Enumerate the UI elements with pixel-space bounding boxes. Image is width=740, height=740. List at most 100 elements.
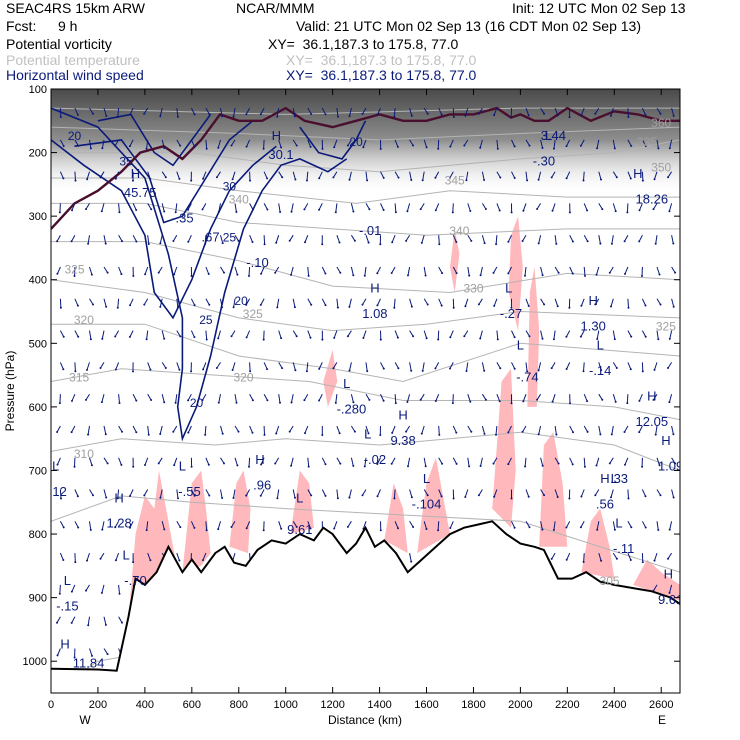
- wind-vector-head: [449, 145, 452, 148]
- wind-vector: [511, 330, 516, 338]
- wind-vector: [101, 521, 105, 530]
- wind-vector: [85, 203, 90, 210]
- x-tick-label: 1600: [414, 699, 438, 711]
- wind-vector-head: [556, 114, 559, 117]
- wind-vector: [220, 298, 223, 308]
- wind-vector-head: [644, 145, 647, 147]
- wind-vector: [176, 489, 179, 499]
- theta-contour-label: 345: [445, 173, 465, 187]
- wind-vector-head: [477, 112, 480, 115]
- extremum-label: .96: [253, 478, 271, 493]
- y-tick-label: 700: [29, 465, 47, 477]
- wind-vector: [218, 394, 221, 403]
- wind-vector-head: [310, 303, 313, 306]
- wind-vector-head: [541, 528, 544, 531]
- wind-vector-head: [217, 337, 220, 340]
- wind-vector-head: [245, 303, 248, 306]
- wind-vector: [507, 425, 512, 433]
- wind-vector: [146, 330, 149, 340]
- wind-vector-head: [73, 656, 76, 659]
- wind-vector-head: [541, 337, 544, 340]
- wind-vector-head: [537, 433, 540, 436]
- wind-vector-head: [86, 178, 89, 181]
- wind-vector-head: [550, 176, 553, 179]
- wind-vector-head: [382, 209, 385, 211]
- wind-vector-head: [207, 463, 210, 466]
- wind-vector: [583, 425, 589, 433]
- wind-vector: [479, 330, 483, 339]
- wind-vector-head: [99, 557, 102, 560]
- wind-vector-head: [483, 242, 486, 245]
- init-time: Init: 12 UTC Mon 02 Sep 13: [512, 0, 686, 16]
- wind-vector: [612, 203, 617, 212]
- wind-vector-head: [521, 240, 524, 242]
- wind-vector: [292, 362, 296, 371]
- wind-vector-head: [410, 560, 413, 563]
- wind-vector: [187, 393, 192, 401]
- wind-vector: [190, 521, 195, 529]
- wind-vector-head: [659, 303, 662, 306]
- wind-vector: [161, 139, 165, 149]
- wind-vector-head: [159, 305, 162, 308]
- wind-vector: [423, 266, 427, 276]
- wind-vector: [115, 171, 120, 179]
- wind-vector-head: [324, 113, 327, 116]
- wind-vector-head: [70, 621, 73, 624]
- wind-vector-head: [594, 303, 597, 306]
- wind-vector: [263, 139, 265, 149]
- wind-vector: [74, 171, 76, 181]
- wind-vector-head: [553, 147, 555, 150]
- wind-vector: [583, 171, 585, 181]
- wind-vector: [566, 552, 571, 561]
- wind-vector-head: [362, 337, 365, 339]
- wind-vector: [205, 521, 208, 531]
- wind-vector-head: [73, 465, 76, 468]
- wind-vector-head: [424, 465, 427, 468]
- wind-vector: [304, 235, 309, 243]
- wind-vector-head: [382, 399, 385, 402]
- extremum-label: H: [633, 166, 642, 181]
- wind-vector: [655, 425, 658, 435]
- wind-vector-head: [91, 654, 93, 657]
- wind-vector-head: [599, 433, 602, 436]
- wind-vector-head: [496, 338, 499, 341]
- wind-vector: [538, 362, 542, 371]
- wind-vector-head: [513, 367, 516, 370]
- wind-vector-head: [207, 273, 210, 275]
- wind-vector: [627, 298, 629, 308]
- wind-vector: [362, 489, 367, 496]
- wind-vector-head: [62, 526, 65, 529]
- wind-vector: [336, 235, 340, 243]
- wind-vector-head: [221, 497, 224, 499]
- wind-vector-head: [334, 401, 337, 404]
- wind-vector: [583, 457, 586, 467]
- wind-vector-head: [394, 402, 397, 405]
- pv-region: [290, 470, 314, 535]
- extremum-label: H: [114, 490, 123, 505]
- wind-vector-head: [672, 496, 675, 499]
- wind-vector-head: [295, 525, 298, 528]
- wind-vector: [176, 552, 180, 561]
- wind-vector-head: [609, 114, 612, 117]
- wind-vector: [74, 139, 79, 147]
- theta-contour: [51, 431, 680, 471]
- wind-vector: [220, 107, 223, 117]
- wind-vector-head: [644, 495, 647, 498]
- wind-contour-label: 20: [190, 396, 204, 410]
- wind-vector-head: [205, 338, 208, 341]
- wind-vector: [161, 203, 165, 212]
- wind-vector: [538, 425, 542, 435]
- wind-vector: [551, 362, 556, 369]
- wind-vector-head: [321, 434, 324, 436]
- wind-vector-head: [470, 239, 473, 242]
- wind-vector: [233, 298, 236, 308]
- wind-vector: [336, 457, 341, 464]
- wind-vector: [654, 552, 658, 561]
- wind-vector: [627, 139, 632, 147]
- wind-vector-head: [672, 305, 675, 308]
- wind-vector: [276, 108, 280, 117]
- wind-vector-head: [179, 144, 182, 147]
- wind-vector-head: [586, 400, 589, 403]
- wind-vector-head: [245, 336, 248, 339]
- wind-vector-head: [613, 338, 616, 341]
